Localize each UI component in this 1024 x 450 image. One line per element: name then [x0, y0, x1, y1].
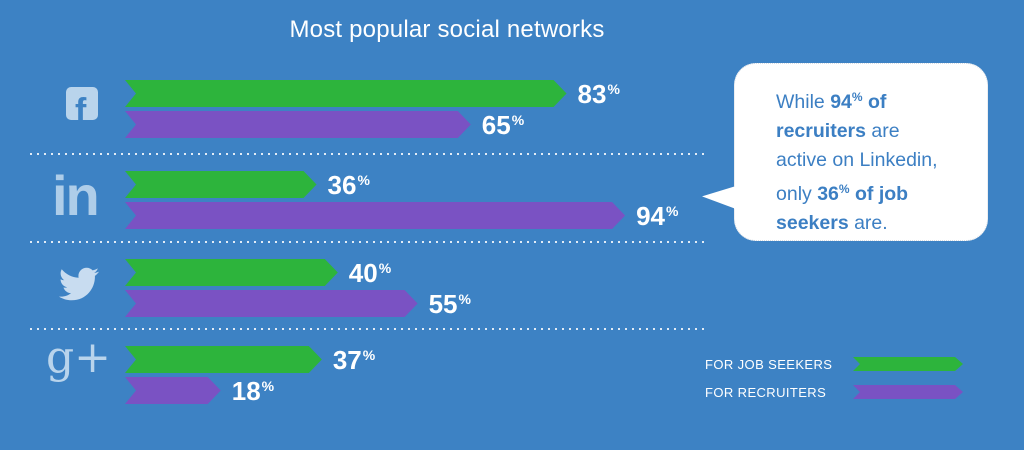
facebook-icon-glyph: f [75, 92, 87, 120]
bar-shape [125, 80, 567, 107]
legend: FOR JOB SEEKERS FOR RECRUITERS [705, 350, 963, 406]
legend-label-recruiters: FOR RECRUITERS [705, 384, 827, 400]
row-separator [30, 153, 706, 155]
bar-shape [125, 290, 418, 317]
bar-value-label: 65% [481, 109, 525, 140]
bar-value-label: 40% [348, 257, 392, 288]
twitter-bird-icon [54, 264, 104, 309]
facebook-icon: f [66, 87, 98, 120]
row-separator [30, 241, 706, 243]
bar-linkedin-jobseekers: 36% [125, 171, 370, 198]
bar-twitter-recruiters: 55% [125, 290, 471, 317]
bar-value-label: 36% [327, 169, 370, 200]
callout-bubble: While 94% of recruiters are active on Li… [702, 63, 988, 241]
linkedin-icon: in [52, 164, 100, 227]
row-separator [30, 328, 706, 330]
bar-shape [125, 259, 338, 286]
legend-row-jobseekers: FOR JOB SEEKERS [705, 350, 963, 378]
bar-facebook-recruiters: 65% [125, 111, 524, 138]
legend-label-jobseekers: FOR JOB SEEKERS [705, 356, 833, 372]
bar-facebook-jobseekers: 83% [125, 80, 620, 107]
bar-value-label: 18% [231, 375, 275, 406]
bar-value-label: 55% [428, 288, 471, 319]
callout-text: While 94% of recruiters are active on Li… [776, 90, 938, 234]
bar-shape [125, 171, 317, 198]
legend-swatch-recruiters [853, 385, 963, 399]
legend-row-recruiters: FOR RECRUITERS [705, 378, 963, 406]
bar-googleplus-jobseekers: 37% [125, 346, 375, 373]
bar-googleplus-recruiters: 18% [125, 377, 274, 404]
bar-value-label: 94% [636, 200, 679, 231]
bar-value-label: 83% [577, 78, 620, 109]
bar-shape [125, 377, 221, 404]
chart-title: Most popular social networks [289, 16, 605, 43]
callout-tail [702, 186, 736, 209]
legend-swatch-jobseekers [853, 357, 963, 371]
bar-shape [125, 202, 625, 229]
bar-value-label: 37% [332, 344, 376, 375]
googleplus-icon: g+ [46, 332, 112, 383]
bar-shape [125, 346, 322, 373]
bar-shape [125, 111, 471, 138]
bar-twitter-jobseekers: 40% [125, 259, 391, 286]
bar-linkedin-recruiters: 94% [125, 202, 678, 229]
